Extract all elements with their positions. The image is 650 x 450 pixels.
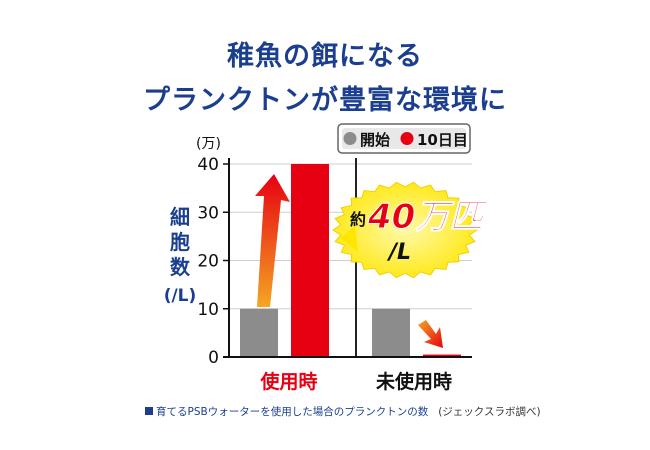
callout-suffix: /L xyxy=(386,240,411,265)
chart-title-line-2: プランクトンが豊富な環境に xyxy=(143,85,507,116)
legend-label-1: 10日目 xyxy=(417,131,468,149)
bar-0-0 xyxy=(240,308,278,357)
y-tick-label-20: 20 xyxy=(197,252,219,272)
legend-label-0: 開始 xyxy=(360,131,390,149)
callout-value: 40万匹 xyxy=(367,197,488,237)
y-axis-label-char-2: 数 xyxy=(170,255,191,279)
y-axis-label-char-1: 胞 xyxy=(170,230,190,254)
y-axis-label-char-0: 細 xyxy=(170,205,190,229)
legend-marker-0 xyxy=(343,132,357,145)
y-tick-label-30: 30 xyxy=(197,203,219,223)
y-tick-label-10: 10 xyxy=(197,300,219,320)
footnote: 育てるPSBウォーターを使用した場合のプランクトンの数 (ジェックスラボ調べ) xyxy=(145,404,541,419)
callout-burst xyxy=(332,181,478,279)
y-tick-label-0: 0 xyxy=(208,348,219,368)
callout-pointer xyxy=(340,226,358,252)
decrease-arrow-icon xyxy=(418,320,443,348)
footnote-text: 育てるPSBウォーターを使用した場合のプランクトンの数 xyxy=(156,406,429,418)
callout-prefix: 約 xyxy=(350,210,366,229)
y-axis-label-unit: (/L) xyxy=(164,286,197,306)
chart-title-line-1: 稚魚の餌になる xyxy=(227,41,423,72)
y-unit-label: (万) xyxy=(196,136,221,152)
footnote-square-icon xyxy=(145,407,153,415)
footnote-source: (ジェックスラボ調べ) xyxy=(438,406,541,418)
increase-arrow-icon xyxy=(255,174,290,307)
category-label-0: 使用時 xyxy=(259,371,317,393)
bar-1-0 xyxy=(372,308,410,357)
y-tick-label-40: 40 xyxy=(197,155,219,175)
category-label-1: 未使用時 xyxy=(375,370,452,393)
bar-0-1 xyxy=(291,164,329,357)
bar-1-1 xyxy=(423,354,461,357)
legend-marker-1 xyxy=(400,132,414,145)
